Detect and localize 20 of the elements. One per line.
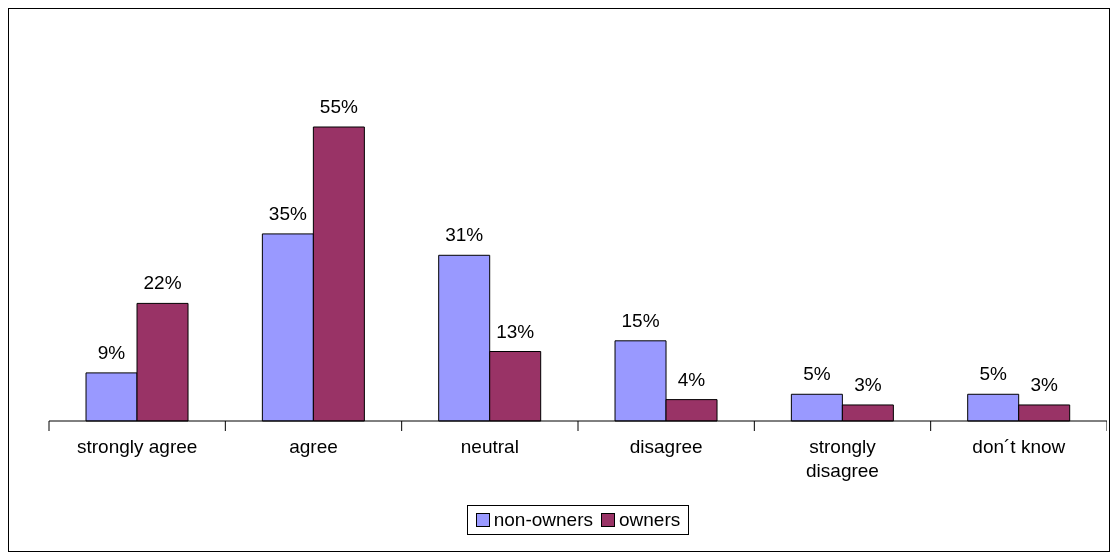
data-label: 4%	[677, 368, 706, 390]
legend-label: owners	[619, 509, 681, 531]
x-tick-label: strongly agree	[76, 436, 198, 457]
data-label: 9%	[97, 341, 126, 363]
x-tick-label: don´t know	[972, 436, 1066, 457]
data-label: 31%	[445, 224, 484, 246]
data-label: 15%	[621, 309, 660, 331]
x-tick-label: disagree	[629, 436, 703, 457]
x-tick-label: neutral	[460, 436, 519, 457]
data-label: 55%	[319, 96, 358, 117]
data-label: 5%	[979, 363, 1008, 385]
data-label: 35%	[268, 202, 307, 224]
x-tick-label: strongly disagree	[806, 436, 879, 481]
data-label: 13%	[496, 320, 535, 342]
legend-label: non-owners	[493, 509, 594, 531]
data-label: 22%	[143, 272, 182, 294]
x-tick-label: agree	[289, 436, 338, 457]
data-label: 3%	[1030, 373, 1059, 395]
data-label: 3%	[854, 373, 882, 395]
data-label: 5%	[803, 363, 831, 385]
